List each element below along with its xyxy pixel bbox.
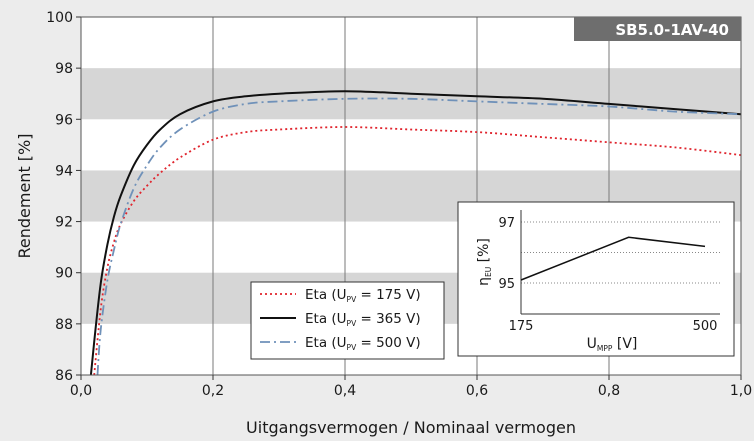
inset-x-axis-label: UMPP [V] (587, 336, 638, 353)
inset-y-axis-label: ηEU [%] (476, 238, 493, 286)
inset-y-tick-label: 97 (498, 216, 515, 231)
inset-series-line (520, 236, 706, 281)
inset-x-tick-label: 175 (509, 319, 534, 334)
legend-label-3: Eta (UPV = 500 V) (305, 335, 421, 352)
inset-box (457, 201, 735, 357)
x-tick-label: 0,4 (334, 383, 356, 399)
y-tick-label: 88 (55, 317, 73, 333)
y-tick-label: 86 (55, 368, 73, 384)
series-line-2 (89, 90, 742, 376)
plot-frame (80, 16, 742, 376)
x-tick-label: 0,2 (202, 383, 224, 399)
series-line-1 (93, 126, 742, 376)
inset-y-tick-label: 95 (498, 277, 515, 292)
y-tick-label: 98 (55, 61, 73, 77)
model-badge-label: SB5.0-1AV-40 (615, 21, 729, 39)
x-tick-label: 0,0 (70, 383, 92, 399)
y-tick-label: 90 (55, 266, 73, 282)
y-tick-label: 92 (55, 215, 73, 231)
y-tick-label: 96 (55, 112, 73, 128)
x-tick-label: 1,0 (730, 383, 752, 399)
legend-label-2: Eta (UPV = 365 V) (305, 311, 421, 328)
inset-chart: 95 97 175 500 ηEU [%] UMPP [V] (457, 201, 735, 357)
x-axis-label: Uitgangsvermogen / Nominaal vermogen (246, 418, 576, 437)
x-tick-label: 0,6 (466, 383, 488, 399)
legend-box (250, 281, 445, 360)
legend: Eta (UPV = 175 V) Eta (UPV = 365 V) Eta (U… (250, 281, 445, 360)
y-tick-label: 94 (55, 163, 73, 179)
x-tick-label: 0,8 (598, 383, 620, 399)
model-badge: SB5.0-1AV-40 (574, 17, 741, 41)
inset-x-tick-label: 500 (693, 319, 718, 334)
legend-label-1: Eta (UPV = 175 V) (305, 287, 421, 304)
y-tick-label: 100 (46, 10, 73, 26)
series-line-3 (96, 97, 742, 376)
y-axis-label: Rendement [%] (15, 134, 34, 259)
